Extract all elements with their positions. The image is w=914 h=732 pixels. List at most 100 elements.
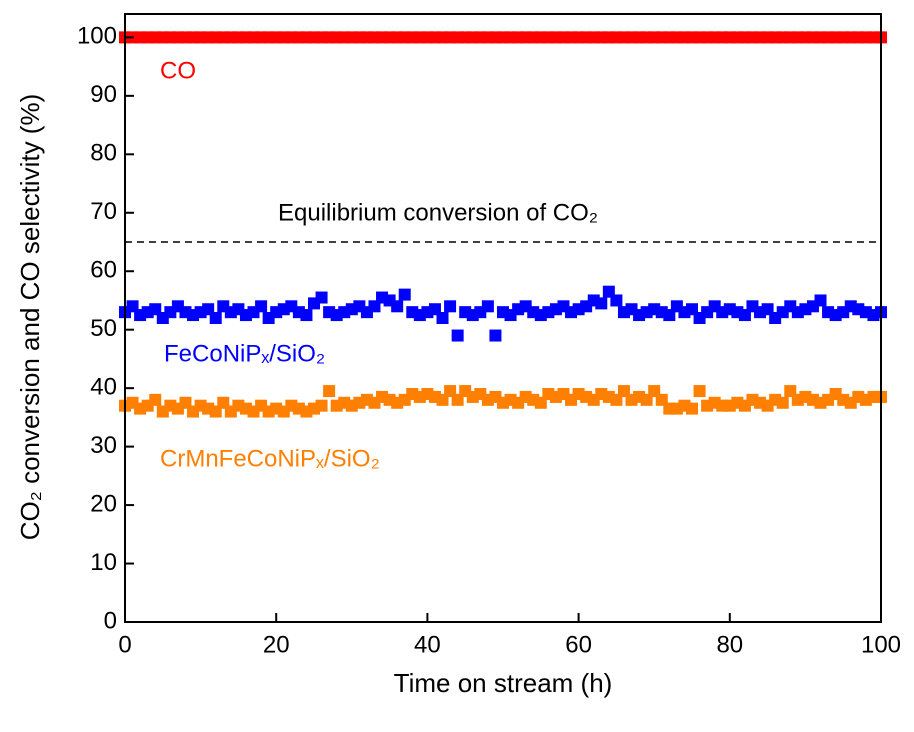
y-tick-label: 40 bbox=[90, 373, 117, 400]
marker bbox=[587, 31, 600, 44]
marker bbox=[686, 31, 698, 44]
marker bbox=[391, 31, 404, 44]
marker bbox=[806, 31, 819, 44]
marker bbox=[738, 31, 751, 44]
marker bbox=[270, 31, 283, 44]
marker bbox=[617, 31, 630, 44]
marker bbox=[315, 291, 328, 304]
marker bbox=[345, 31, 358, 44]
marker bbox=[330, 31, 343, 44]
marker bbox=[686, 402, 698, 415]
marker bbox=[436, 312, 449, 324]
y-tick-label: 20 bbox=[90, 490, 117, 517]
marker bbox=[497, 31, 509, 44]
marker bbox=[179, 31, 192, 44]
marker bbox=[799, 31, 812, 44]
marker bbox=[776, 31, 789, 44]
marker bbox=[610, 31, 623, 44]
y-tick-label: 50 bbox=[90, 315, 117, 342]
marker bbox=[549, 31, 562, 44]
marker bbox=[625, 31, 638, 44]
marker bbox=[360, 31, 373, 44]
marker bbox=[323, 31, 336, 44]
marker bbox=[527, 31, 540, 44]
x-tick-label: 100 bbox=[861, 631, 901, 658]
marker bbox=[534, 31, 547, 44]
series-label: FeCoNiPₓ/SiO₂ bbox=[164, 340, 325, 367]
marker bbox=[444, 300, 457, 313]
marker bbox=[784, 31, 797, 44]
marker bbox=[391, 300, 404, 313]
marker bbox=[383, 31, 396, 44]
marker bbox=[852, 31, 865, 44]
x-tick-label: 20 bbox=[263, 631, 290, 658]
marker bbox=[663, 31, 676, 44]
marker bbox=[209, 31, 222, 44]
marker bbox=[232, 31, 245, 44]
marker bbox=[481, 31, 494, 44]
marker bbox=[519, 31, 532, 44]
y-tick-label: 70 bbox=[90, 198, 117, 225]
marker bbox=[746, 31, 759, 44]
marker bbox=[141, 31, 154, 44]
marker bbox=[202, 31, 215, 44]
marker bbox=[436, 31, 449, 44]
marker bbox=[338, 31, 351, 44]
marker bbox=[701, 31, 714, 44]
marker bbox=[776, 396, 789, 409]
x-axis-title: Time on stream (h) bbox=[394, 668, 613, 698]
marker bbox=[217, 31, 230, 44]
marker bbox=[323, 385, 336, 398]
marker bbox=[194, 31, 207, 44]
marker bbox=[315, 31, 328, 44]
marker bbox=[308, 31, 320, 44]
marker bbox=[398, 31, 411, 44]
marker bbox=[149, 393, 162, 406]
marker bbox=[134, 31, 147, 44]
marker bbox=[829, 31, 842, 44]
y-axis-title: CO₂ conversion and CO selectivity (%) bbox=[15, 94, 45, 540]
marker bbox=[255, 31, 268, 44]
marker bbox=[421, 31, 434, 44]
y-tick-label: 0 bbox=[104, 607, 117, 634]
marker bbox=[156, 31, 169, 44]
marker bbox=[565, 31, 578, 44]
marker bbox=[300, 309, 313, 322]
marker bbox=[837, 31, 850, 44]
marker bbox=[633, 31, 646, 44]
marker bbox=[353, 31, 366, 44]
marker bbox=[648, 31, 661, 44]
marker bbox=[187, 31, 200, 44]
marker bbox=[678, 31, 691, 44]
marker bbox=[602, 31, 615, 44]
marker bbox=[572, 31, 585, 44]
marker bbox=[164, 31, 177, 44]
marker bbox=[754, 31, 767, 44]
marker bbox=[814, 294, 827, 307]
x-tick-label: 60 bbox=[565, 631, 592, 658]
marker bbox=[557, 31, 570, 44]
y-tick-label: 60 bbox=[90, 257, 117, 284]
series-label: CrMnFeCoNiPₓ/SiO₂ bbox=[160, 445, 380, 472]
y-tick-label: 90 bbox=[90, 81, 117, 108]
marker bbox=[171, 31, 184, 44]
marker bbox=[209, 312, 222, 324]
marker bbox=[224, 31, 237, 44]
marker bbox=[255, 300, 268, 313]
marker bbox=[451, 329, 464, 342]
marker bbox=[489, 31, 502, 44]
reference-label: Equilibrium conversion of CO₂ bbox=[278, 199, 598, 226]
marker bbox=[481, 300, 494, 313]
marker bbox=[867, 31, 880, 44]
marker bbox=[239, 31, 252, 44]
marker bbox=[731, 31, 744, 44]
marker bbox=[459, 31, 472, 44]
plot-frame bbox=[124, 13, 882, 623]
marker bbox=[822, 31, 835, 44]
marker bbox=[489, 329, 502, 342]
marker bbox=[595, 31, 608, 44]
marker bbox=[640, 31, 653, 44]
y-tick-label: 80 bbox=[90, 140, 117, 167]
marker bbox=[716, 31, 729, 44]
